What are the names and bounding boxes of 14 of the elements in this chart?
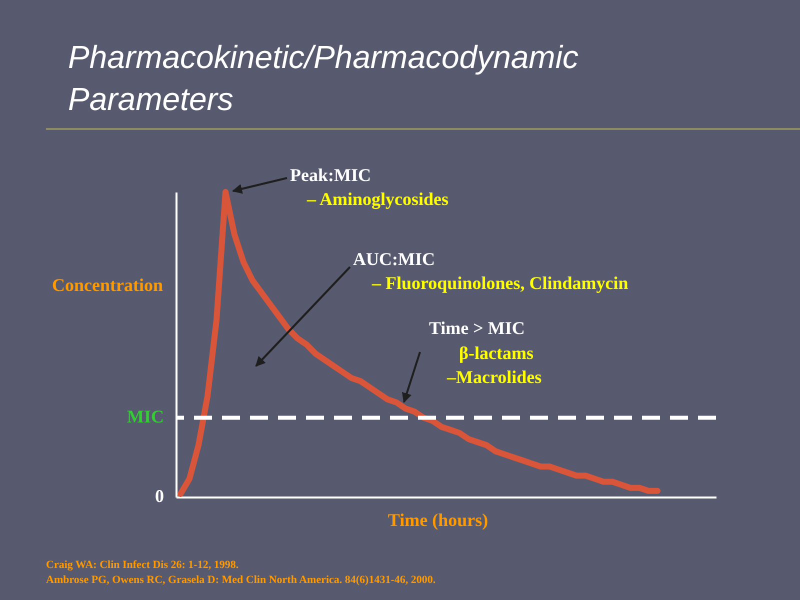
annotation: Time > MIC [429, 318, 525, 338]
annotation: –Macrolides [446, 367, 542, 387]
y-axis-title: Concentration [52, 275, 163, 295]
text: Craig WA: Clin Infect Dis 26: 1-12, 1998. [46, 559, 239, 571]
annotation: β-lactams [459, 343, 534, 363]
x-axis-title: Time (hours) [388, 510, 488, 530]
annotation: – Fluoroquinolones, Clindamycin [371, 273, 628, 293]
annotation: AUC:MIC [353, 249, 435, 269]
ref-line-label: MIC [127, 406, 164, 427]
text: Ambrose PG, Owens RC, Grasela D: Med Clin North America. 84(6)1431-46, 2000. [46, 574, 436, 586]
text: 0 [155, 486, 164, 506]
text: Peak:MIC [290, 165, 371, 185]
annotation: – Aminoglycosides [306, 189, 449, 209]
chart-title: Pharmacokinetic/Pharmacodynamic Parameters [68, 39, 578, 117]
